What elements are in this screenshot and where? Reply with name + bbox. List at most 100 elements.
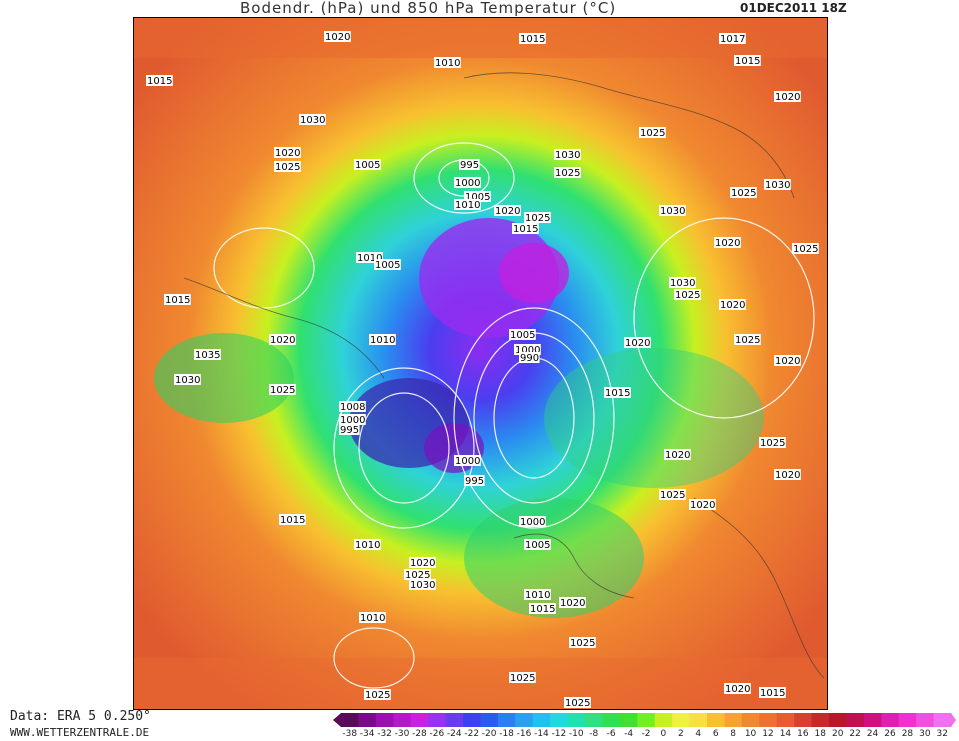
scale-tick-label: 12: [762, 729, 774, 739]
pressure-label: 1015: [512, 223, 539, 235]
pressure-label: 1030: [669, 277, 696, 289]
pressure-label-text: 1020: [560, 598, 585, 609]
pressure-label: 1000: [454, 177, 481, 189]
pressure-label: 1025: [730, 187, 757, 199]
pressure-label: 1000: [339, 414, 366, 426]
pressure-label: 1020: [724, 683, 751, 695]
scale-tick-label: -6: [606, 729, 616, 739]
pressure-label-text: 1000: [515, 345, 540, 356]
scale-tick-label: 16: [797, 729, 809, 739]
scale-cell: [602, 713, 621, 727]
pressure-label-text: 1005: [510, 330, 535, 341]
scale-cell: [393, 713, 412, 727]
pressure-label: 1010: [369, 334, 396, 346]
scale-cell: [375, 713, 394, 727]
pressure-label: 1005: [464, 191, 491, 203]
pressure-label: 1010: [524, 589, 551, 601]
pressure-label: 1025: [734, 334, 761, 346]
scale-tick-label: 6: [712, 729, 719, 739]
pressure-label-text: 1005: [465, 192, 490, 203]
pressure-label-text: 1025: [270, 385, 295, 396]
pressure-label: 995: [459, 159, 480, 171]
scale-tick-label: -26: [429, 729, 445, 739]
scale-cell: [898, 713, 917, 727]
scale-cell: [846, 713, 865, 727]
pressure-label-text: 1005: [375, 260, 400, 271]
pressure-label: 1005: [524, 539, 551, 551]
temperature-scale-ticks: -38 -34 -32 -30 -28 -26 -24 -22 -20 -18 -16 -14 -12-…: [333, 729, 956, 741]
pressure-label-text: 1015: [760, 688, 785, 699]
pressure-label-text: 1010: [455, 200, 480, 211]
scale-cell: [358, 713, 377, 727]
scale-cell: [794, 713, 813, 727]
scale-cell: [567, 713, 586, 727]
pressure-label-text: 1020: [625, 338, 650, 349]
pressure-label-text: 1000: [455, 178, 480, 189]
pressure-label-text: 1020: [775, 92, 800, 103]
pressure-label: 1015: [164, 294, 191, 306]
pressure-label-text: 1020: [275, 148, 300, 159]
pressure-label: 1020: [774, 355, 801, 367]
pressure-label: 1020: [689, 499, 716, 511]
scale-cell: [515, 713, 534, 727]
pressure-label: 1010: [356, 252, 383, 264]
pressure-label: 1020: [664, 449, 691, 461]
pressure-label-text: 1025: [735, 335, 760, 346]
pressure-label-text: 1020: [775, 356, 800, 367]
pressure-label: 1025: [659, 489, 686, 501]
pressure-label: 1010: [359, 612, 386, 624]
pressure-label: 1020: [494, 205, 521, 217]
scale-tick-label: 4: [695, 729, 702, 739]
scale-cell: [863, 713, 882, 727]
pressure-label-text: 1015: [147, 76, 172, 87]
pressure-label: 1005: [509, 329, 536, 341]
pressure-label-text: 1015: [520, 34, 545, 45]
website-label: WWW.WETTERZENTRALE.DE: [10, 726, 150, 739]
pressure-label: 1020: [559, 597, 586, 609]
pressure-label: 1025: [269, 384, 296, 396]
scale-tick-label: -2: [641, 729, 651, 739]
pressure-label: 1030: [764, 179, 791, 191]
pressure-label: 1015: [604, 387, 631, 399]
pressure-label: 1015: [279, 514, 306, 526]
scale-cell: [707, 713, 725, 727]
pressure-label-text: 1008: [340, 402, 365, 413]
pressure-label: 1020: [269, 334, 296, 346]
pressure-label: 1020: [719, 299, 746, 311]
pressure-label-text: 1025: [275, 162, 300, 173]
scale-tick-label: -30: [394, 729, 410, 739]
scale-tick-label: 14: [779, 729, 792, 739]
pressure-label: 1030: [174, 374, 201, 386]
scale-tick-label: 20: [831, 729, 844, 739]
scale-cell: [741, 713, 760, 727]
pressure-label-text: 1010: [355, 540, 380, 551]
pressure-label: 1017: [719, 33, 746, 45]
pressure-label: 1000: [454, 455, 481, 467]
pressure-label-text: 1030: [300, 115, 325, 126]
scale-left-arrow: [333, 713, 341, 727]
scale-tick-label: -12: [551, 729, 567, 739]
pressure-label-text: 1015: [605, 388, 630, 399]
pressure-label-text: 995: [460, 160, 479, 171]
pressure-label: 1025: [554, 167, 581, 179]
pressure-label-text: 1020: [270, 335, 295, 346]
pressure-label: 1025: [564, 697, 591, 709]
weather-map: 1020 1015 1017 1015 1015 1010 1020 1030 1025 1020…: [133, 17, 828, 710]
scale-cell: [637, 713, 656, 727]
scale-tick-label: -24: [446, 729, 462, 739]
pressure-label-text: 990: [520, 353, 539, 364]
pressure-label: 1030: [659, 205, 686, 217]
pressure-label-text: 1000: [455, 456, 480, 467]
pressure-label: 1025: [792, 243, 819, 255]
pressure-label-text: 995: [465, 476, 484, 487]
pressure-label-text: 1020: [495, 206, 520, 217]
pressure-label: 1015: [519, 33, 546, 45]
pressure-label: 1010: [354, 539, 381, 551]
pressure-label: 1015: [529, 603, 556, 615]
scale-tick-label: -14: [534, 729, 549, 739]
pressure-label-text: 1025: [570, 638, 595, 649]
pressure-label: 1025: [364, 689, 391, 701]
scale-tick-label: -20: [481, 729, 497, 739]
pressure-label: 1025: [404, 569, 431, 581]
pressure-label: 995: [464, 475, 485, 487]
